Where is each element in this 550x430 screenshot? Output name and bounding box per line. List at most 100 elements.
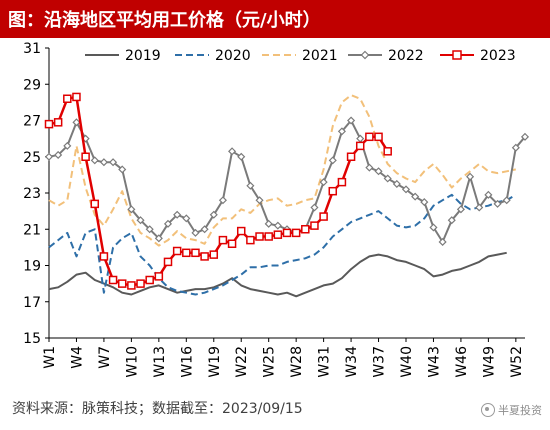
data-point-2023 — [291, 228, 301, 238]
data-point-2022 — [328, 156, 337, 165]
x-tick-label: W46 — [454, 346, 470, 378]
data-point-2023 — [172, 246, 182, 256]
x-tick-label: W7 — [97, 346, 113, 369]
data-point-2022 — [90, 156, 99, 165]
data-point-2023 — [163, 257, 173, 267]
data-point-2022 — [127, 205, 136, 214]
data-point-2023 — [282, 228, 292, 238]
y-tick-label: 21 — [23, 222, 41, 238]
data-point-2023 — [346, 152, 356, 161]
data-point-2022 — [99, 158, 108, 167]
x-tick-label: W49 — [481, 346, 497, 378]
wechat-icon — [481, 403, 495, 417]
data-point-2023 — [72, 92, 81, 102]
data-point-2023 — [374, 132, 383, 142]
data-point-2023 — [154, 272, 164, 281]
data-point-2022 — [264, 219, 273, 228]
data-point-2022 — [163, 219, 173, 228]
page-title: 图：沿海地区平均用工价格（元/小时） — [8, 10, 321, 31]
x-tick-label: W16 — [179, 346, 195, 378]
data-point-2023 — [255, 232, 264, 241]
series-line-2021 — [48, 94, 517, 247]
data-point-2023 — [310, 221, 319, 230]
watermark: 半夏投资 — [481, 402, 542, 418]
title-bar: 图：沿海地区平均用工价格（元/小时） — [0, 0, 550, 38]
x-tick-label: W34 — [344, 346, 360, 378]
data-point-2022 — [273, 221, 282, 230]
data-point-2023 — [246, 235, 255, 245]
data-point-2022 — [63, 141, 72, 150]
data-point-2023 — [108, 275, 118, 285]
y-tick-label: 15 — [23, 331, 41, 347]
data-point-2022 — [255, 196, 264, 205]
data-point-2022 — [456, 205, 465, 214]
data-point-2022 — [511, 143, 520, 152]
data-point-2022 — [72, 118, 81, 127]
data-point-2022 — [420, 198, 429, 207]
data-point-2022 — [118, 165, 127, 174]
data-point-2023 — [53, 118, 63, 127]
data-point-2022 — [438, 237, 447, 246]
data-point-2022 — [44, 152, 54, 161]
data-point-2022 — [466, 172, 475, 181]
y-tick-label: 23 — [23, 186, 41, 202]
data-point-2022 — [383, 174, 392, 183]
x-tick-label: W43 — [426, 346, 442, 378]
data-point-2023 — [81, 152, 90, 161]
x-tick-label: W28 — [289, 346, 305, 378]
data-point-2022 — [228, 147, 237, 156]
data-point-2023 — [273, 230, 283, 239]
data-point-2022 — [429, 223, 438, 232]
series-line-2022 — [48, 119, 526, 243]
y-tick-label: 27 — [23, 114, 41, 130]
data-point-2022 — [173, 210, 182, 219]
data-point-2022 — [374, 167, 383, 176]
data-point-2023 — [99, 252, 109, 261]
x-tick-label: W13 — [152, 346, 168, 378]
data-point-2023 — [209, 250, 219, 259]
series-line-2020 — [48, 193, 517, 296]
data-point-2022 — [145, 225, 154, 234]
data-point-2023 — [383, 147, 392, 156]
data-point-2022 — [520, 132, 530, 141]
data-point-2023 — [63, 94, 72, 103]
data-point-2022 — [200, 225, 209, 234]
x-tick-label: W31 — [317, 346, 333, 378]
data-point-2022 — [182, 214, 191, 223]
data-point-2023 — [264, 232, 273, 241]
data-point-2022 — [246, 181, 255, 190]
legend-label-2023: 2023 — [480, 48, 516, 64]
legend-marker-2023 — [452, 50, 462, 60]
data-point-2023 — [200, 252, 209, 261]
data-point-2022 — [310, 203, 319, 212]
data-point-2022 — [502, 196, 511, 205]
data-point-2023 — [227, 239, 237, 248]
x-tick-label: W4 — [69, 346, 85, 369]
x-tick-label: W40 — [399, 346, 415, 378]
y-tick-label: 25 — [23, 150, 41, 166]
line-chart: 15 17 19 21 23 25 27 29 31 W1 W4 W7 W10 W13 W16 W19 W22 W… — [23, 41, 530, 378]
x-tick-label: W22 — [234, 346, 250, 378]
data-point-2022 — [347, 116, 356, 125]
data-point-2023 — [328, 186, 338, 196]
legend-label-2020: 2020 — [215, 48, 251, 64]
y-tick-label: 29 — [23, 77, 41, 93]
data-point-2022 — [191, 228, 200, 237]
data-point-2023 — [145, 275, 154, 285]
x-tick-label: W1 — [42, 346, 58, 369]
legend-label-2019: 2019 — [125, 48, 161, 64]
data-point-2023 — [301, 225, 310, 234]
data-point-2022 — [484, 190, 493, 199]
data-point-2022 — [154, 234, 163, 243]
data-point-2023 — [44, 119, 54, 129]
data-point-2023 — [365, 132, 374, 142]
data-point-2023 — [337, 177, 347, 187]
data-point-2022 — [447, 216, 456, 225]
data-point-2023 — [319, 212, 328, 221]
data-point-2023 — [191, 248, 200, 258]
x-tick-label: W37 — [372, 346, 388, 378]
data-point-2022 — [136, 216, 145, 225]
data-point-2023 — [236, 226, 246, 236]
data-point-2022 — [337, 127, 346, 136]
data-point-2023 — [117, 279, 127, 288]
